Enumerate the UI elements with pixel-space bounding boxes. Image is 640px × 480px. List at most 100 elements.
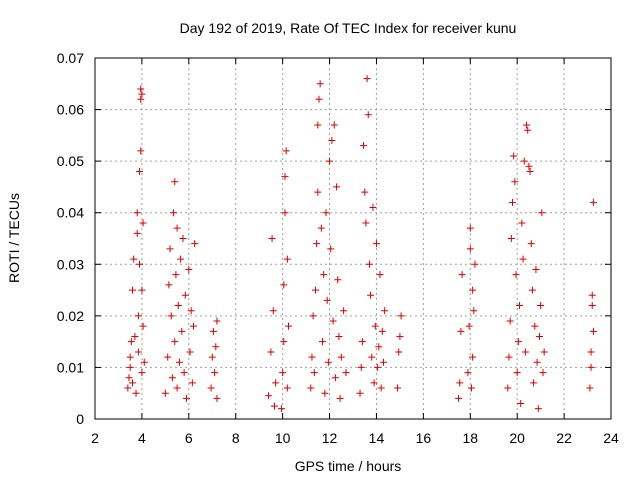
data-point bbox=[372, 240, 380, 248]
data-point bbox=[208, 353, 216, 361]
data-point bbox=[133, 229, 141, 237]
data-point bbox=[466, 245, 474, 253]
data-point bbox=[129, 379, 137, 387]
data-point bbox=[171, 178, 179, 186]
data-point bbox=[174, 302, 182, 310]
data-point bbox=[587, 363, 595, 371]
data-point bbox=[588, 291, 596, 299]
data-point bbox=[394, 384, 402, 392]
data-point bbox=[507, 235, 515, 242]
data-point bbox=[323, 296, 331, 304]
data-point bbox=[369, 204, 377, 212]
data-point bbox=[136, 167, 144, 175]
data-point bbox=[526, 167, 534, 175]
data-point bbox=[138, 286, 146, 294]
data-point bbox=[209, 327, 217, 335]
data-point bbox=[538, 209, 546, 217]
data-point bbox=[177, 255, 185, 263]
data-point bbox=[315, 95, 323, 103]
x-tick-label: 2 bbox=[91, 430, 99, 446]
data-point bbox=[358, 338, 366, 346]
data-point bbox=[311, 286, 319, 294]
data-point bbox=[285, 322, 292, 330]
data-point bbox=[469, 286, 477, 294]
data-point bbox=[521, 348, 529, 356]
x-tick-label: 12 bbox=[322, 430, 338, 446]
data-points bbox=[124, 75, 597, 413]
data-point bbox=[531, 322, 539, 330]
data-point bbox=[283, 255, 291, 263]
data-point bbox=[514, 338, 522, 346]
data-point bbox=[528, 286, 536, 294]
y-tick-label: 0.03 bbox=[57, 256, 84, 272]
data-point bbox=[131, 332, 139, 340]
data-point bbox=[360, 142, 368, 150]
data-point bbox=[186, 348, 194, 356]
y-tick-label: 0 bbox=[76, 411, 84, 427]
data-point bbox=[365, 260, 373, 268]
data-point bbox=[513, 369, 521, 377]
data-point bbox=[168, 374, 176, 382]
data-point bbox=[164, 353, 172, 361]
data-point bbox=[527, 240, 535, 248]
data-point bbox=[362, 219, 370, 227]
data-point bbox=[309, 312, 317, 320]
data-point bbox=[185, 265, 193, 273]
data-point bbox=[328, 137, 336, 145]
data-point bbox=[139, 322, 147, 330]
data-point bbox=[370, 379, 378, 387]
data-point bbox=[377, 384, 385, 392]
data-point bbox=[337, 353, 345, 361]
data-point bbox=[327, 245, 335, 253]
data-point bbox=[282, 147, 290, 155]
data-point bbox=[125, 374, 133, 382]
data-point bbox=[178, 327, 186, 335]
data-point bbox=[589, 198, 597, 206]
data-point bbox=[381, 307, 389, 315]
data-point bbox=[464, 369, 472, 377]
data-point bbox=[523, 121, 531, 129]
data-point bbox=[170, 209, 178, 217]
data-point bbox=[367, 291, 375, 299]
data-point bbox=[272, 379, 280, 387]
data-point bbox=[508, 198, 516, 206]
plot-frame bbox=[94, 57, 612, 420]
data-point bbox=[470, 307, 478, 315]
data-point bbox=[368, 353, 376, 361]
data-point bbox=[307, 384, 315, 392]
data-point bbox=[126, 353, 134, 361]
data-point bbox=[371, 322, 379, 330]
y-axis-ticks: 0 0.01 0.02 0.03 0.04 0.05 0.06 0.07 bbox=[57, 50, 611, 427]
data-point bbox=[588, 302, 596, 310]
data-point bbox=[379, 358, 387, 366]
data-point bbox=[316, 80, 324, 88]
data-point bbox=[335, 332, 343, 340]
data-point bbox=[314, 188, 322, 196]
data-point bbox=[212, 343, 220, 351]
data-point bbox=[207, 384, 215, 392]
data-point bbox=[376, 271, 384, 279]
data-point bbox=[330, 121, 338, 129]
data-point bbox=[535, 332, 543, 340]
data-point bbox=[279, 369, 287, 377]
data-point bbox=[277, 405, 285, 413]
data-point bbox=[456, 379, 464, 387]
data-point bbox=[134, 312, 142, 320]
data-point bbox=[530, 379, 538, 387]
data-point bbox=[525, 162, 533, 170]
data-point bbox=[455, 394, 463, 402]
data-point bbox=[280, 281, 288, 289]
data-point bbox=[512, 271, 520, 279]
data-point bbox=[586, 384, 594, 392]
data-point bbox=[281, 209, 289, 217]
data-point bbox=[317, 224, 325, 232]
data-point bbox=[188, 379, 196, 387]
x-tick-label: 8 bbox=[232, 430, 240, 446]
data-point bbox=[322, 209, 330, 217]
data-point bbox=[333, 183, 341, 191]
x-tick-label: 14 bbox=[369, 430, 385, 446]
data-point bbox=[324, 358, 332, 366]
data-point bbox=[336, 394, 344, 402]
data-point bbox=[126, 363, 134, 371]
data-point bbox=[511, 178, 519, 186]
